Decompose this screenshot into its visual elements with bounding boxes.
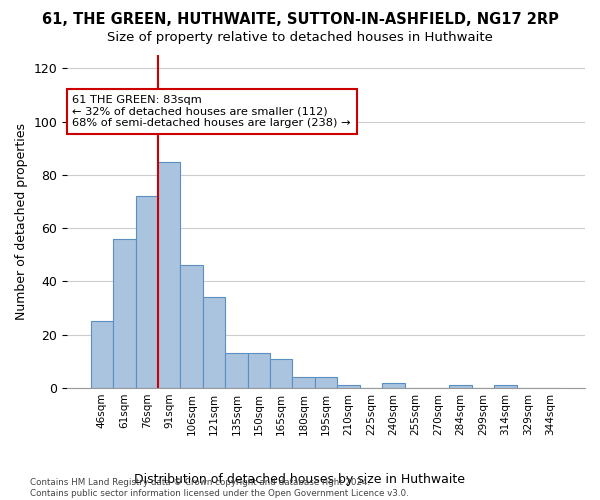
Text: 61, THE GREEN, HUTHWAITE, SUTTON-IN-ASHFIELD, NG17 2RP: 61, THE GREEN, HUTHWAITE, SUTTON-IN-ASHF… bbox=[41, 12, 559, 28]
Bar bbox=[113, 239, 136, 388]
Bar bbox=[91, 322, 113, 388]
Bar bbox=[270, 358, 292, 388]
Bar bbox=[158, 162, 181, 388]
Bar bbox=[292, 378, 315, 388]
Bar bbox=[494, 386, 517, 388]
Bar bbox=[248, 354, 270, 388]
Bar bbox=[203, 298, 225, 388]
Text: 61 THE GREEN: 83sqm
← 32% of detached houses are smaller (112)
68% of semi-detac: 61 THE GREEN: 83sqm ← 32% of detached ho… bbox=[73, 95, 351, 128]
Bar bbox=[337, 386, 360, 388]
Bar bbox=[225, 354, 248, 388]
Text: Contains HM Land Registry data © Crown copyright and database right 2024.
Contai: Contains HM Land Registry data © Crown c… bbox=[30, 478, 409, 498]
Bar bbox=[136, 196, 158, 388]
Bar bbox=[449, 386, 472, 388]
Y-axis label: Number of detached properties: Number of detached properties bbox=[15, 123, 28, 320]
Text: Distribution of detached houses by size in Huthwaite: Distribution of detached houses by size … bbox=[134, 472, 466, 486]
Bar bbox=[181, 266, 203, 388]
Bar bbox=[382, 382, 404, 388]
Bar bbox=[315, 378, 337, 388]
Text: Size of property relative to detached houses in Huthwaite: Size of property relative to detached ho… bbox=[107, 31, 493, 44]
